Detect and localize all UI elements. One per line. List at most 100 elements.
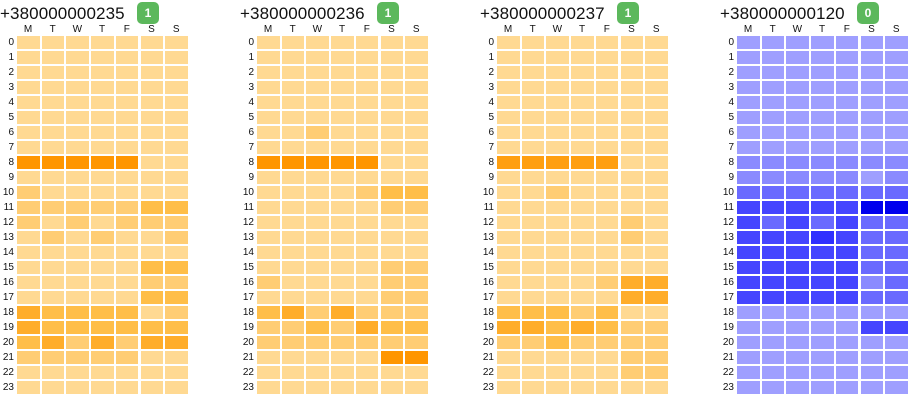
heatmap-cell (16, 200, 41, 215)
heatmap-cell (140, 35, 165, 50)
heatmap-cell (521, 80, 546, 95)
heatmap-cell (884, 185, 909, 200)
heatmap-cell (65, 350, 90, 365)
hour-label: 8 (236, 155, 254, 170)
heatmap-cell (164, 185, 189, 200)
heatmap-cell (496, 275, 521, 290)
heatmap-cell (115, 80, 140, 95)
heatmap-cell (496, 65, 521, 80)
heatmap-cell (884, 50, 909, 65)
heatmap-cell (785, 290, 810, 305)
heatmap-cell (380, 245, 405, 260)
heatmap-cell (521, 230, 546, 245)
hour-label: 23 (476, 380, 494, 395)
day-label: T (570, 24, 594, 35)
heatmap-cell (281, 110, 306, 125)
heatmap-cell (115, 290, 140, 305)
heatmap-cell (810, 110, 835, 125)
heatmap-cell (884, 110, 909, 125)
count-badge: 1 (617, 2, 639, 24)
heatmap-cell (41, 350, 66, 365)
heatmap-cell (16, 155, 41, 170)
heatmap-cell (545, 380, 570, 395)
day-label: S (404, 24, 428, 35)
heatmap-cell (884, 155, 909, 170)
heatmap-cell (521, 290, 546, 305)
heatmap-cell (164, 215, 189, 230)
heatmap-cell (330, 365, 355, 380)
heatmap-cell (65, 335, 90, 350)
hour-label: 14 (0, 245, 14, 260)
heatmap-cell (545, 50, 570, 65)
hour-label: 10 (0, 185, 14, 200)
heatmap-cell (884, 275, 909, 290)
heatmap-cell (115, 155, 140, 170)
heatmap-cell (140, 275, 165, 290)
hour-label: 0 (236, 35, 254, 50)
heatmap-cell (761, 365, 786, 380)
heatmap-cell (115, 380, 140, 395)
heatmap-cell (496, 380, 521, 395)
heatmap-cell (65, 215, 90, 230)
heatmap-cell (595, 260, 620, 275)
heatmap-cell (41, 275, 66, 290)
heatmap-cell (595, 155, 620, 170)
heatmap-cell (570, 50, 595, 65)
hour-label: 8 (476, 155, 494, 170)
heatmap-cell (620, 260, 645, 275)
heatmap-cell (65, 50, 90, 65)
heatmap-cell (404, 185, 429, 200)
heatmap-cell (281, 125, 306, 140)
heatmap-cell (521, 245, 546, 260)
heatmap-cell (785, 155, 810, 170)
heatmap-cell (115, 110, 140, 125)
heatmap-cell (16, 305, 41, 320)
heatmap-cell (404, 215, 429, 230)
heatmap-cell (140, 125, 165, 140)
heatmap-cell (16, 365, 41, 380)
heatmap-cell (41, 215, 66, 230)
heatmap-cell (570, 290, 595, 305)
heatmap-cell (570, 260, 595, 275)
hour-label: 15 (0, 260, 14, 275)
heatmap-cell (115, 245, 140, 260)
heatmap-cell (761, 140, 786, 155)
heatmap-cell (305, 320, 330, 335)
heatmap-cell (281, 380, 306, 395)
hour-label: 4 (0, 95, 14, 110)
heatmap-cell (90, 290, 115, 305)
heatmap-cell (595, 200, 620, 215)
heatmap-cell (164, 290, 189, 305)
heatmap-cell (330, 95, 355, 110)
heatmap-cell (835, 275, 860, 290)
heatmap-cell (884, 35, 909, 50)
heatmap-cell (620, 170, 645, 185)
heatmap-cell (620, 275, 645, 290)
heatmap-cell (404, 260, 429, 275)
heatmap-cell (281, 185, 306, 200)
heatmap-cell (521, 95, 546, 110)
heatmap-cell (884, 365, 909, 380)
heatmap-cell (90, 125, 115, 140)
heatmap-cell (404, 200, 429, 215)
heatmap-cell (545, 215, 570, 230)
heatmap-cell (380, 275, 405, 290)
heatmap-cell (140, 200, 165, 215)
heatmap-cell (644, 155, 669, 170)
heatmap-cell (41, 80, 66, 95)
heatmap-cell (90, 230, 115, 245)
heatmap-cell (115, 215, 140, 230)
heatmap-cell (41, 200, 66, 215)
heatmap-cell (620, 245, 645, 260)
heatmap-cell (496, 80, 521, 95)
hour-label: 17 (476, 290, 494, 305)
heatmap-cell (761, 335, 786, 350)
heatmap-cell (90, 245, 115, 260)
heatmap-cell (884, 170, 909, 185)
heatmap-cell (404, 365, 429, 380)
heatmap-cell (620, 305, 645, 320)
heatmap-cell (570, 35, 595, 50)
heatmap-cell (140, 65, 165, 80)
heatmap-cell (140, 185, 165, 200)
heatmap-cell (305, 350, 330, 365)
